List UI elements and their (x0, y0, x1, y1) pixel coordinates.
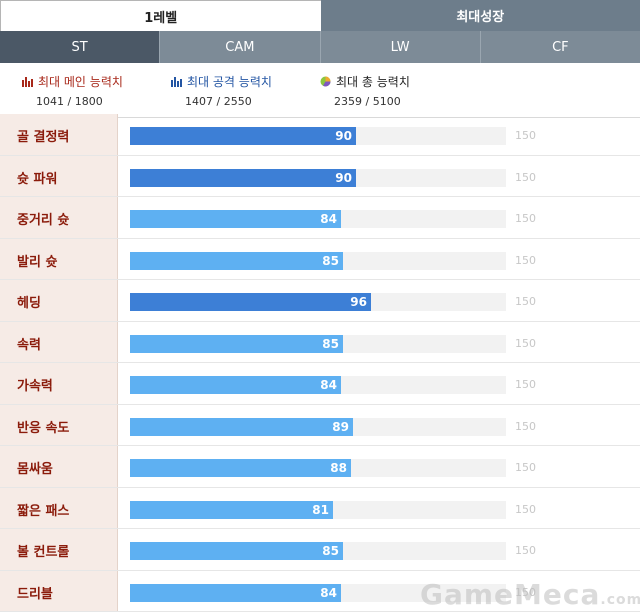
summary-attack: 최대 공격 능력치 1407 / 2550 (171, 73, 272, 108)
stat-row: 반응 속도 89 150 (0, 405, 640, 446)
stat-bar-track: 89 (130, 417, 506, 436)
stat-bar-track: 96 (130, 293, 506, 311)
watermark-logo: GameMeca.com (420, 578, 640, 611)
stat-value: 85 (322, 253, 339, 268)
stat-row: 볼 컨트롤 85 150 (0, 529, 640, 571)
stat-name: 중거리 슛 (17, 213, 70, 228)
watermark-suffix: .com (600, 592, 640, 608)
summary-main-value: 1041 / 1800 (36, 95, 103, 108)
stat-name: 헤딩 (17, 296, 41, 311)
stat-name: 볼 컨트롤 (17, 545, 70, 560)
summary-main: 최대 메인 능력치 1041 / 1800 (22, 73, 123, 108)
stat-name: 반응 속도 (17, 420, 70, 436)
stat-bar-fill: 84 (130, 210, 341, 228)
stat-max: 150 (515, 419, 536, 433)
stat-max: 150 (515, 212, 536, 225)
summary-main-label: 최대 메인 능력치 (38, 75, 123, 89)
stat-max: 150 (515, 129, 536, 142)
stat-label-column (0, 114, 118, 612)
stat-row: 속력 85 150 (0, 322, 640, 363)
stat-bar-fill: 84 (130, 376, 341, 394)
summary-total: 최대 총 능력치 2359 / 5100 (320, 73, 410, 108)
stat-bar-track: 85 (130, 542, 506, 560)
summary-attack-label: 최대 공격 능력치 (187, 75, 272, 89)
stat-bar-track: 84 (130, 376, 506, 394)
stat-bar-fill: 90 (130, 168, 356, 187)
stat-bar-track: 84 (130, 583, 506, 602)
position-tabs: ST CAM LW CF (0, 31, 640, 63)
stat-value: 96 (350, 295, 367, 309)
stat-name: 발리 슛 (17, 254, 58, 270)
stat-bar-fill: 96 (130, 293, 371, 311)
tab-position-lw[interactable]: LW (321, 31, 481, 63)
growth-tabs: 1레벨 최대성장 (0, 0, 640, 31)
stat-value: 89 (332, 419, 349, 434)
pie-chart-icon (320, 76, 331, 87)
stat-value: 85 (322, 336, 339, 351)
stat-name: 속력 (17, 337, 41, 353)
stat-row: 헤딩 96 150 (0, 280, 640, 322)
summary-total-value: 2359 / 5100 (334, 95, 401, 108)
stat-name: 짧은 패스 (17, 503, 70, 519)
stat-bar-track: 90 (130, 168, 506, 187)
stat-max: 150 (515, 170, 536, 184)
stat-max: 150 (515, 502, 536, 516)
stat-bar-track: 85 (130, 334, 506, 353)
tab-position-cf[interactable]: CF (552, 39, 569, 55)
stat-bar-fill: 85 (130, 251, 343, 270)
stat-row: 발리 슛 85 150 (0, 239, 640, 280)
stat-value: 84 (320, 585, 337, 600)
stat-row: 가속력 84 150 (0, 363, 640, 405)
stat-bar-fill: 90 (130, 127, 356, 145)
tab-position-st[interactable]: ST (0, 31, 161, 63)
stat-row: 짧은 패스 81 150 (0, 488, 640, 529)
bar-chart-icon (171, 76, 182, 87)
stat-bar-fill: 85 (130, 334, 343, 353)
stat-max: 150 (515, 295, 536, 308)
stat-bar-track: 84 (130, 210, 506, 228)
stat-row: 중거리 슛 84 150 (0, 197, 640, 239)
stat-list: 골 결정력 90 150 슛 파워 90 150 중거리 슛 84 150 발리 슛 85 150 헤딩… (0, 114, 640, 612)
stat-name: 드리블 (17, 586, 53, 602)
stat-value: 90 (335, 170, 352, 185)
stat-value: 84 (320, 378, 337, 392)
stat-summary: 최대 메인 능력치 1041 / 1800 최대 공격 능력치 1407 / 2… (0, 63, 640, 118)
stat-bar-fill: 81 (130, 500, 333, 519)
stat-max: 150 (515, 461, 536, 474)
tab-position-cam[interactable]: CAM (160, 31, 321, 63)
stat-row: 골 결정력 90 150 (0, 114, 640, 156)
stat-row: 몸싸움 88 150 (0, 446, 640, 488)
stat-bar-track: 88 (130, 459, 506, 477)
stat-bar-fill: 88 (130, 459, 351, 477)
stat-row: 슛 파워 90 150 (0, 156, 640, 197)
stat-name: 슛 파워 (17, 171, 58, 187)
summary-attack-value: 1407 / 2550 (185, 95, 252, 108)
stat-bar-fill: 89 (130, 417, 353, 436)
stat-value: 88 (330, 461, 347, 475)
stat-name: 몸싸움 (17, 462, 53, 477)
watermark-text: GameMeca (420, 578, 601, 611)
stat-max: 150 (515, 253, 536, 267)
stat-max: 150 (515, 378, 536, 391)
stat-bar-fill: 85 (130, 542, 343, 560)
stat-bar-track: 85 (130, 251, 506, 270)
stat-max: 150 (515, 336, 536, 350)
stat-value: 90 (335, 129, 352, 143)
stat-value: 84 (320, 212, 337, 226)
stat-value: 81 (312, 502, 329, 517)
stat-name: 골 결정력 (17, 130, 70, 145)
tab-max-growth[interactable]: 최대성장 (320, 0, 640, 31)
stat-max: 150 (515, 585, 536, 599)
tab-level-1[interactable]: 1레벨 (0, 0, 321, 31)
stat-bar-fill: 84 (130, 583, 341, 602)
stat-value: 85 (322, 544, 339, 558)
stat-name: 가속력 (17, 379, 53, 394)
bar-chart-icon (22, 76, 33, 87)
stat-max: 150 (515, 544, 536, 557)
stat-bar-track: 90 (130, 127, 506, 145)
summary-total-label: 최대 총 능력치 (336, 75, 410, 89)
stat-bar-track: 81 (130, 500, 506, 519)
